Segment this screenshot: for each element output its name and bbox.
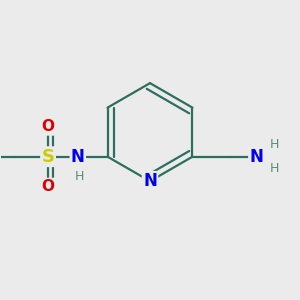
Text: O: O (42, 179, 55, 194)
Text: H: H (75, 170, 84, 183)
Text: N: N (143, 172, 157, 190)
Text: N: N (71, 148, 85, 166)
Text: S: S (42, 148, 55, 166)
Text: N: N (249, 148, 263, 166)
Text: H: H (270, 162, 279, 175)
Text: H: H (270, 138, 279, 151)
Text: O: O (42, 119, 55, 134)
